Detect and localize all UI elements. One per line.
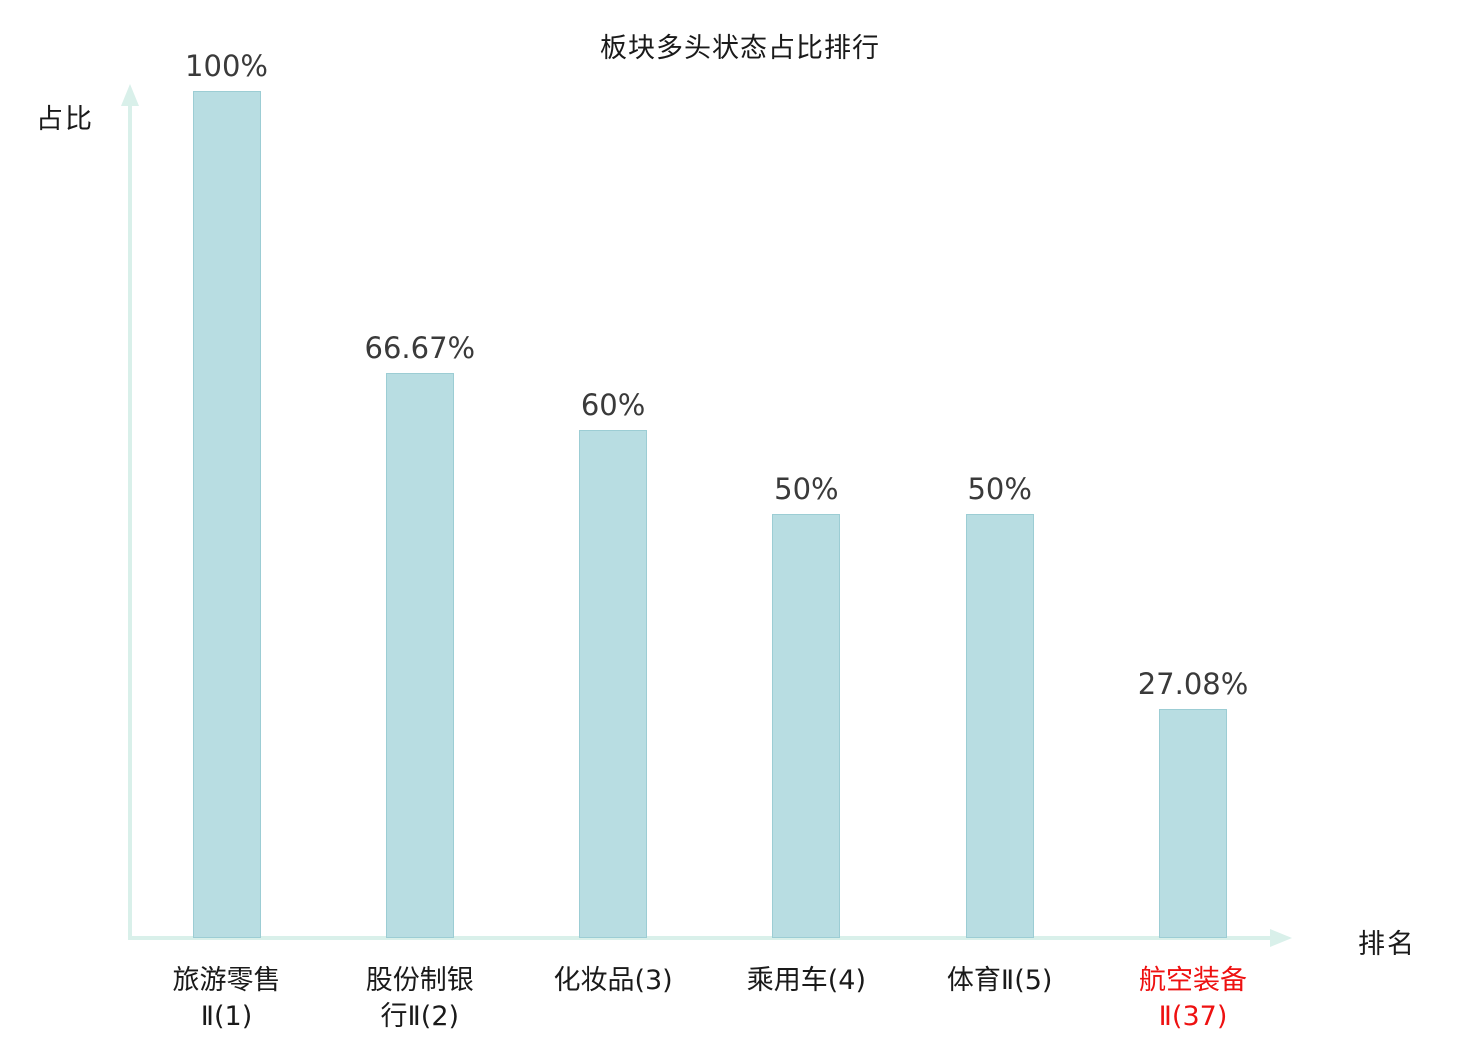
- bar: [385, 373, 454, 938]
- bar: [579, 430, 648, 938]
- bar-category-label: 航空装备Ⅱ(37): [1139, 965, 1247, 1032]
- bar-category-label: 旅游零售Ⅱ(1): [172, 965, 281, 1032]
- bar: [192, 91, 261, 938]
- bar: [965, 514, 1034, 938]
- bar-value-label: 50%: [774, 472, 839, 506]
- bar-category-label: 体育Ⅱ(5): [946, 965, 1053, 996]
- bar-value-label: 60%: [580, 388, 646, 422]
- x-axis-arrow-icon: [1270, 929, 1292, 947]
- y-axis-label: 占比: [36, 104, 94, 135]
- bar-value-label: 66.67%: [364, 331, 476, 365]
- bar: [1159, 709, 1227, 938]
- bar-category-label: 股份制银行Ⅱ(2): [365, 965, 474, 1032]
- bar-category-label: 化妆品(3): [553, 965, 673, 996]
- bar-category-label: 乘用车(4): [746, 965, 867, 996]
- bar-value-label: 50%: [967, 472, 1032, 506]
- bar: [772, 514, 841, 938]
- bar-value-label: 27.08%: [1137, 667, 1249, 701]
- x-axis-label: 排名: [1358, 929, 1416, 960]
- y-axis-arrow-icon: [121, 84, 139, 106]
- chart-title: 板块多头状态占比排行: [600, 33, 880, 64]
- bar-value-label: 100%: [185, 49, 268, 83]
